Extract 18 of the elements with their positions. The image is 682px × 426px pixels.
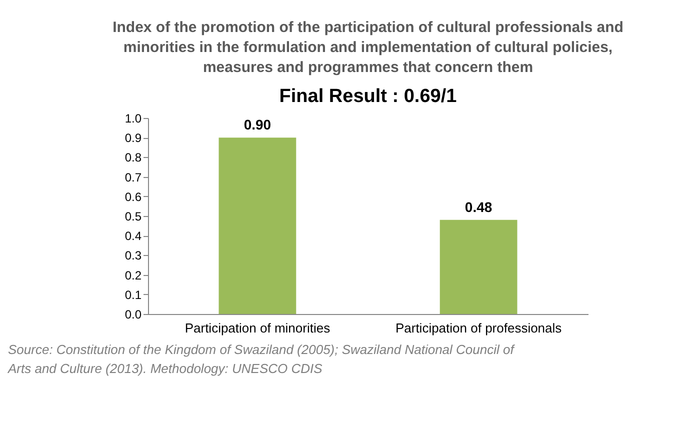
- x-tick-label: Participation of professionals: [395, 320, 562, 336]
- y-tick-label: 0.4: [124, 229, 142, 244]
- y-tick-label: 0.5: [124, 210, 142, 224]
- source-note: Source: Constitution of the Kingdom of Swaziland (2005); Swaziland National Council of Arts and Culture (2013). Methodology: UNESCO CDIS: [7, 342, 516, 376]
- y-tick-label: 1.0: [124, 112, 142, 126]
- data-label: 0.90: [244, 116, 272, 133]
- y-tick-label: 0.1: [124, 288, 142, 302]
- data-label: 0.48: [464, 198, 492, 215]
- y-tick-label: 0.0: [124, 308, 142, 322]
- chart-subtitle: Final Result : 0.69/1: [279, 86, 458, 107]
- y-tick-label: 0.7: [124, 170, 142, 184]
- y-tick-label: 0.3: [124, 248, 142, 263]
- chart-title: Index of the promotion of the participation of cultural professionals and minorities in the formulation and implementation of cultural policies, measures and programmes that concern them: [112, 19, 624, 76]
- x-tick-label: Participation of minorities: [184, 320, 331, 336]
- y-tick-label: 0.2: [124, 268, 142, 282]
- y-tick-label: 0.6: [124, 190, 142, 204]
- y-tick-label: 0.9: [124, 131, 142, 146]
- y-tick-label: 0.8: [124, 150, 142, 165]
